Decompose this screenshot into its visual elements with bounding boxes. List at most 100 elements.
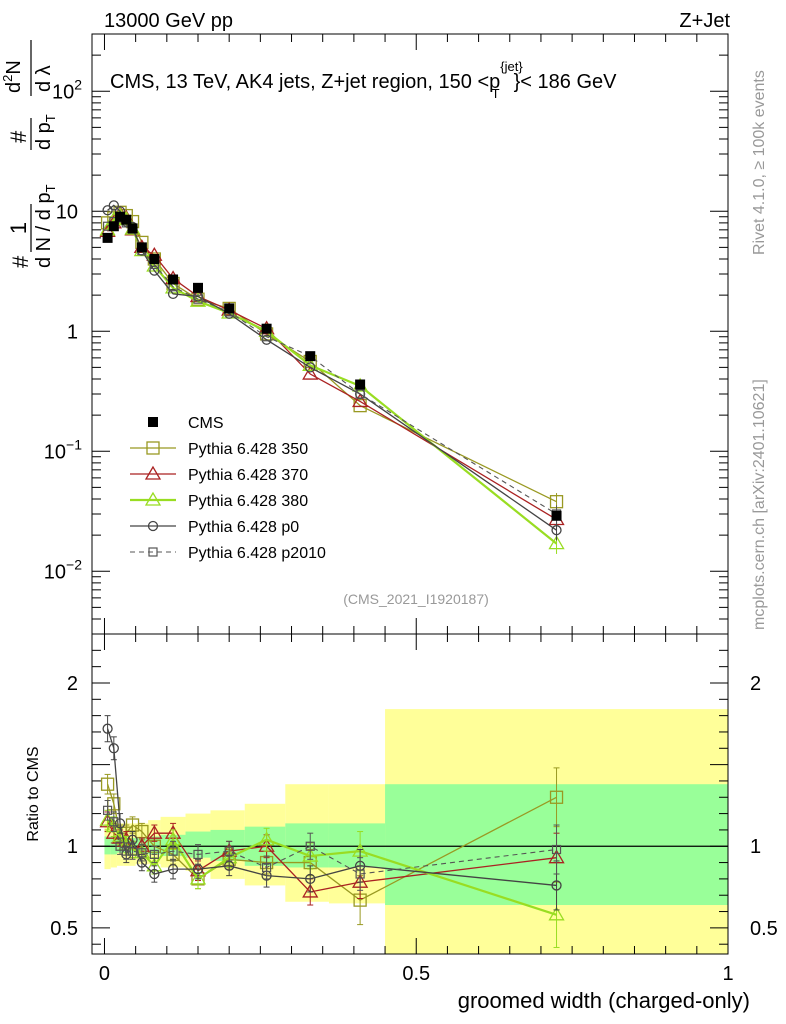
x-axis-label: groomed width (charged-only) bbox=[458, 988, 750, 1013]
legend-label-4: Pythia 6.428 p2010 bbox=[188, 545, 326, 562]
ratio-series-point-3 bbox=[167, 863, 179, 875]
legend-marker-cms bbox=[148, 417, 158, 427]
x-tick-label: 0.5 bbox=[402, 963, 430, 985]
plot-title-main: CMS, 13 TeV, AK4 jets, Z+jet region, 150… bbox=[110, 71, 500, 93]
plot-title: CMS, 13 TeV, AK4 jets, Z+jet region, 150… bbox=[110, 59, 617, 101]
legend-marker-0 bbox=[146, 441, 160, 455]
ratio-series-point-4 bbox=[355, 869, 365, 879]
legend-label-cms: CMS bbox=[188, 415, 224, 432]
ratio-y-tick-label-right: 1 bbox=[750, 836, 761, 858]
cms-data-point bbox=[108, 221, 119, 232]
plot-title-tail: }< 186 GeV bbox=[514, 71, 618, 93]
svg-text:d λ: d λ bbox=[33, 65, 55, 92]
cms-data-point bbox=[121, 214, 132, 225]
ratio-y-tick-label-left: 2 bbox=[67, 673, 78, 695]
cms-data-point bbox=[551, 510, 562, 521]
ratio-series-point-2 bbox=[258, 831, 275, 846]
band-inner-bin bbox=[328, 823, 386, 868]
svg-text:d N / d pT: d N / d pT bbox=[33, 184, 58, 268]
ratio-series-point-3 bbox=[149, 868, 160, 880]
main-plot-frame bbox=[91, 33, 729, 635]
ratio-series-line-4 bbox=[107, 810, 557, 875]
main-series-point-1 bbox=[351, 393, 369, 408]
cms-data-point bbox=[127, 223, 138, 234]
plot-title-sub: T bbox=[492, 86, 500, 101]
main-y-tick-label: 10−1 bbox=[44, 436, 82, 463]
main-series-line-3 bbox=[107, 204, 557, 531]
main-series-point-3 bbox=[167, 288, 179, 299]
cms-data-point bbox=[224, 303, 235, 314]
ratio-series-point-2 bbox=[302, 847, 319, 862]
ratio-series-point-4 bbox=[168, 846, 178, 856]
svg-text:d2N: d2N bbox=[0, 60, 25, 93]
x-tick-label: 1 bbox=[722, 963, 733, 985]
cms-data-point bbox=[305, 351, 316, 362]
cms-data-point bbox=[193, 282, 203, 293]
svg-text:#: # bbox=[6, 130, 31, 143]
legend-marker-1 bbox=[144, 465, 162, 480]
main-y-axis-label: # 1 d N / d pT # d pT d2N d λ bbox=[0, 40, 58, 268]
cms-data-point bbox=[115, 211, 126, 222]
ratio-uncertainty-bands bbox=[104, 709, 728, 954]
cms-data-point bbox=[149, 254, 160, 265]
main-series-point-3 bbox=[102, 205, 113, 216]
ratio-y-tick-label-right: 0.5 bbox=[750, 918, 778, 940]
plot-title-sup: {jet} bbox=[500, 59, 523, 74]
cms-data-point bbox=[102, 232, 113, 243]
energy-label: 13000 GeV pp bbox=[104, 10, 233, 32]
cms-data-point bbox=[355, 379, 366, 390]
ratio-series-point-4 bbox=[109, 817, 119, 827]
mcplots-label: mcplots.cern.ch [arXiv:2401.10621] bbox=[751, 379, 768, 630]
process-label: Z+Jet bbox=[679, 10, 730, 32]
band-inner-bin bbox=[104, 836, 111, 855]
ratio-series-point-4 bbox=[121, 846, 131, 856]
band-inner-bin bbox=[285, 823, 329, 868]
ratio-plot-frame bbox=[91, 633, 729, 955]
cms-data-point bbox=[136, 242, 147, 253]
main-y-tick-label: 1 bbox=[67, 321, 78, 343]
main-series-point-4 bbox=[355, 389, 365, 399]
main-series-point-2 bbox=[548, 535, 565, 550]
main-series-point-1 bbox=[302, 365, 319, 380]
ratio-series-point-4 bbox=[149, 849, 159, 860]
main-series-point-4 bbox=[193, 294, 203, 304]
main-series-line-4 bbox=[107, 217, 557, 515]
ratio-series-point-3 bbox=[551, 880, 562, 891]
ratio-y-tick-label-left: 1 bbox=[67, 836, 78, 858]
legend-marker-2 bbox=[144, 491, 162, 506]
ratio-series-point-1 bbox=[146, 824, 163, 839]
analysis-watermark: (CMS_2021_I1920187) bbox=[343, 591, 489, 607]
ratio-series-point-4 bbox=[115, 841, 125, 851]
ratio-series-point-0 bbox=[100, 777, 115, 791]
ratio-series-line-3 bbox=[106, 728, 557, 887]
main-series-point-3 bbox=[108, 200, 119, 211]
cms-data-point bbox=[168, 274, 179, 285]
ratio-series-point-0 bbox=[135, 824, 149, 839]
band-inner-bin bbox=[110, 836, 117, 855]
svg-text:#: # bbox=[8, 255, 33, 268]
main-data-points bbox=[102, 211, 562, 521]
legend-label-2: Pythia 6.428 380 bbox=[188, 493, 308, 510]
main-series-point-3 bbox=[551, 525, 562, 536]
cms-data-point bbox=[261, 323, 272, 334]
ratio-series-point-3 bbox=[108, 743, 119, 754]
main-series-line-0 bbox=[107, 211, 557, 503]
legend-marker-4 bbox=[148, 547, 158, 557]
ratio-series-point-3 bbox=[114, 818, 126, 829]
legend-label-3: Pythia 6.428 p0 bbox=[188, 519, 299, 536]
ratio-series-point-4 bbox=[305, 841, 315, 851]
ratio-y-tick-label-right: 2 bbox=[750, 673, 761, 695]
ratio-series-point-2 bbox=[548, 906, 565, 921]
main-y-tick-label: 10−2 bbox=[44, 556, 82, 583]
ratio-series-point-4 bbox=[261, 862, 272, 873]
ratio-series-point-4 bbox=[224, 846, 234, 856]
legend-label-1: Pythia 6.428 370 bbox=[188, 467, 308, 484]
legend-label-0: Pythia 6.428 350 bbox=[188, 441, 308, 458]
ratio-series-point-1 bbox=[302, 883, 319, 898]
svg-text:d pT: d pT bbox=[33, 114, 58, 150]
ratio-series-point-3 bbox=[305, 873, 316, 885]
ratio-series-point-4 bbox=[137, 848, 147, 858]
ratio-series-point-2 bbox=[189, 870, 207, 885]
ratio-series bbox=[99, 715, 565, 948]
